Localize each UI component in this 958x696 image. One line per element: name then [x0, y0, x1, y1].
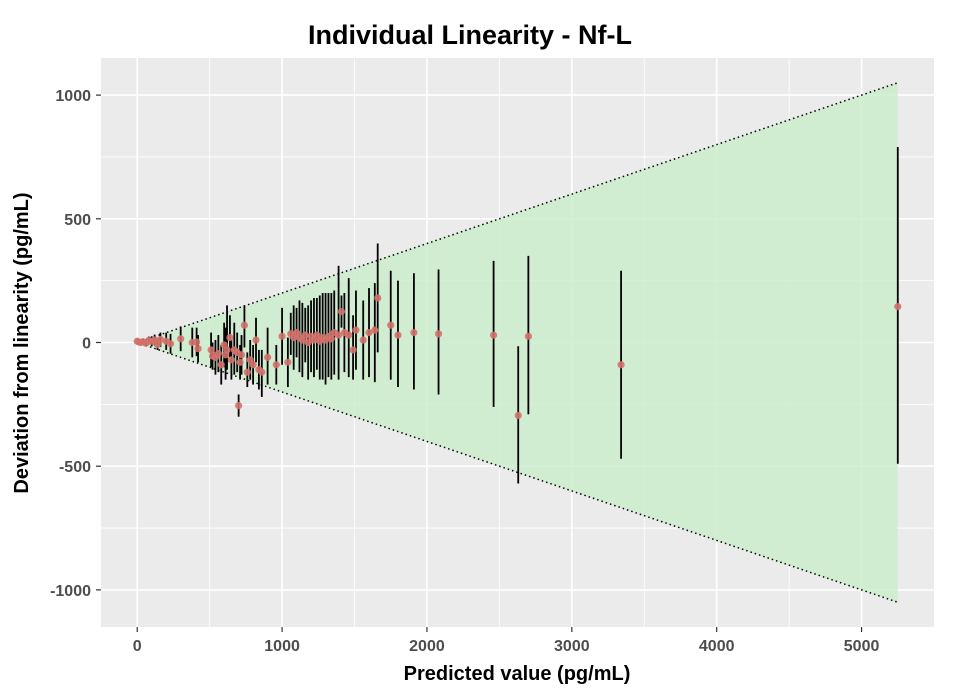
x-tick-label: 0: [133, 638, 142, 655]
x-tick-label: 5000: [844, 638, 880, 655]
data-point: [258, 368, 266, 376]
chart-title: Individual Linearity - Nf-L: [308, 20, 632, 50]
y-axis-title: Deviation from linearity (pg/mL): [11, 192, 33, 493]
y-tick-label: -500: [59, 459, 91, 476]
x-tick-label: 4000: [699, 638, 735, 655]
data-point: [236, 358, 244, 366]
data-point: [217, 361, 225, 369]
data-point: [240, 321, 249, 329]
data-point: [894, 303, 902, 311]
data-point: [410, 329, 418, 337]
data-point: [223, 346, 231, 354]
data-point: [352, 326, 360, 334]
data-point: [524, 332, 532, 340]
upper-tolerance-line: [136, 82, 899, 344]
x-tick-label: 3000: [554, 638, 590, 655]
y-tick-label: -1000: [50, 583, 91, 600]
data-point: [337, 307, 346, 316]
data-point: [166, 340, 175, 348]
data-point: [278, 332, 286, 340]
data-point: [226, 333, 234, 342]
data-point: [359, 336, 367, 344]
data-point: [243, 368, 251, 376]
data-point: [365, 329, 373, 337]
x-axis-title: Predicted value (pg/mL): [404, 663, 631, 685]
data-point: [237, 351, 246, 359]
x-axis-ticks: 0 1000 2000 3000 4000 5000: [133, 627, 880, 655]
tolerance-area: [137, 82, 898, 603]
data-point: [304, 338, 312, 347]
data-point: [349, 346, 357, 354]
data-point: [345, 331, 353, 339]
data-point: [177, 335, 185, 343]
data-point: [252, 336, 260, 344]
data-point: [193, 338, 201, 346]
data-point: [301, 331, 309, 339]
data-point: [334, 331, 343, 339]
data-point: [617, 361, 625, 369]
data-point: [371, 326, 379, 334]
data-point: [249, 361, 257, 369]
data-point: [235, 401, 243, 410]
data-point: [272, 361, 280, 369]
y-tick-label: 0: [82, 336, 91, 353]
data-point: [264, 353, 272, 361]
data-point: [194, 345, 202, 353]
y-tick-label: 1000: [55, 88, 91, 105]
data-point: [207, 346, 215, 354]
y-tick-label: 500: [64, 212, 91, 229]
x-tick-label: 2000: [409, 638, 445, 655]
data-points: [133, 294, 902, 420]
data-point: [394, 331, 402, 339]
y-axis-ticks: -1000 -500 0 500 1000: [50, 88, 101, 600]
data-point: [327, 335, 335, 343]
data-point: [313, 331, 321, 339]
data-point: [514, 411, 522, 420]
data-point: [156, 335, 164, 344]
data-point: [214, 350, 222, 358]
data-point: [227, 356, 235, 364]
data-point: [387, 321, 395, 329]
data-point: [489, 331, 498, 339]
data-point: [434, 330, 443, 338]
data-point: [284, 358, 292, 366]
data-point: [374, 294, 382, 302]
x-tick-label: 1000: [264, 638, 300, 655]
